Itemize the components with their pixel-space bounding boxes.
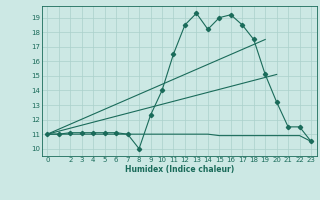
X-axis label: Humidex (Indice chaleur): Humidex (Indice chaleur) (124, 165, 234, 174)
